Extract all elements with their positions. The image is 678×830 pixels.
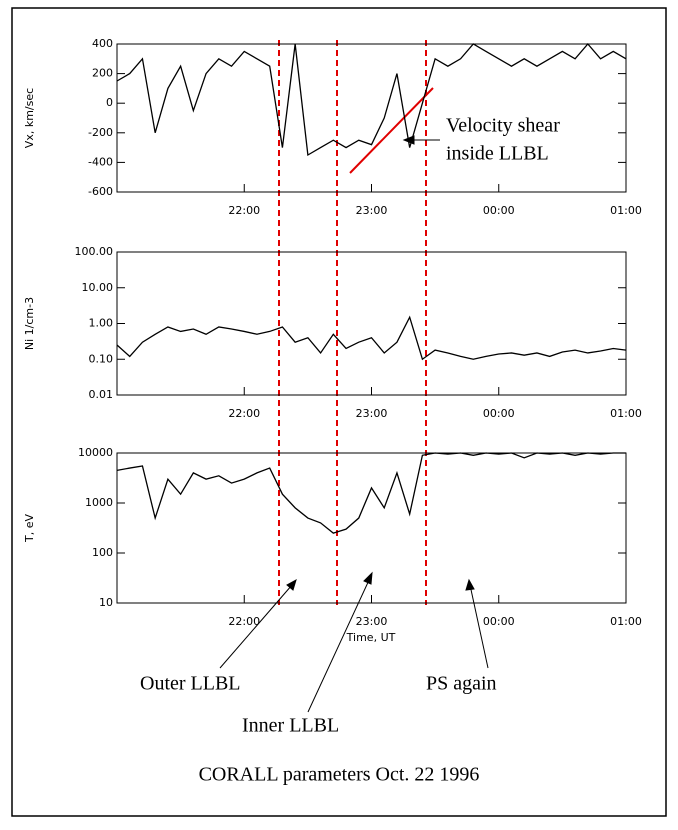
y-tick-label: 0.10 [89, 352, 114, 365]
x-tick-label: 22:00 [228, 615, 260, 628]
x-tick-label: 00:00 [483, 615, 515, 628]
data-line [116, 452, 626, 534]
y-tick-label: 0.01 [89, 388, 114, 401]
y-axis-label: Ni 1/cm-3 [23, 297, 36, 350]
annotation: Outer LLBL [140, 673, 241, 695]
x-tick-label: 22:00 [228, 204, 260, 217]
arrows [219, 135, 489, 713]
y-tick-label: -600 [88, 185, 113, 198]
plot-frame [116, 251, 627, 396]
data-line [116, 315, 627, 361]
data-line [116, 43, 627, 157]
x-tick-label: 00:00 [483, 204, 515, 217]
y-tick-label: 200 [92, 67, 113, 80]
x-tick-label: 22:00 [228, 407, 260, 420]
y-tick-label: 1.00 [89, 317, 114, 330]
arrow [469, 584, 489, 669]
arrow-head [286, 578, 297, 591]
annotation: Velocity shear [446, 115, 560, 137]
y-tick-label: 400 [92, 37, 113, 50]
arrow-head [363, 571, 373, 585]
x-tick-label: 01:00 [610, 407, 642, 420]
y-tick-label: -200 [88, 126, 113, 139]
y-tick-label: 1000 [85, 496, 113, 509]
arrow [219, 584, 293, 669]
boundary-lines [278, 40, 427, 605]
x-axis-label: Time, UT [346, 631, 396, 644]
y-axis-label: T, eV [23, 514, 36, 543]
x-tick-label: 01:00 [610, 204, 642, 217]
y-tick-label: 10 [99, 596, 113, 609]
x-tick-label: 23:00 [356, 204, 388, 217]
x-tick-label: 01:00 [610, 615, 642, 628]
annotation: PS again [426, 673, 497, 695]
arrow-head [465, 578, 475, 591]
y-tick-label: 10000 [78, 446, 113, 459]
annotation: Inner LLBL [242, 715, 339, 737]
y-tick-label: -400 [88, 155, 113, 168]
x-tick-label: 23:00 [356, 407, 388, 420]
y-tick-label: 100.00 [75, 245, 114, 258]
shear-fit-line [349, 87, 434, 174]
y-axis-label: Vx, km/sec [23, 88, 36, 148]
y-tick-label: 0 [106, 96, 113, 109]
frame [11, 7, 667, 817]
arrow [307, 577, 371, 713]
x-tick-label: 23:00 [356, 615, 388, 628]
y-tick-label: 10.00 [82, 281, 114, 294]
y-tick-label: 100 [92, 546, 113, 559]
caption: CORALL parameters Oct. 22 1996 [199, 764, 480, 786]
annotation: inside LLBL [446, 143, 549, 165]
x-tick-label: 00:00 [483, 407, 515, 420]
